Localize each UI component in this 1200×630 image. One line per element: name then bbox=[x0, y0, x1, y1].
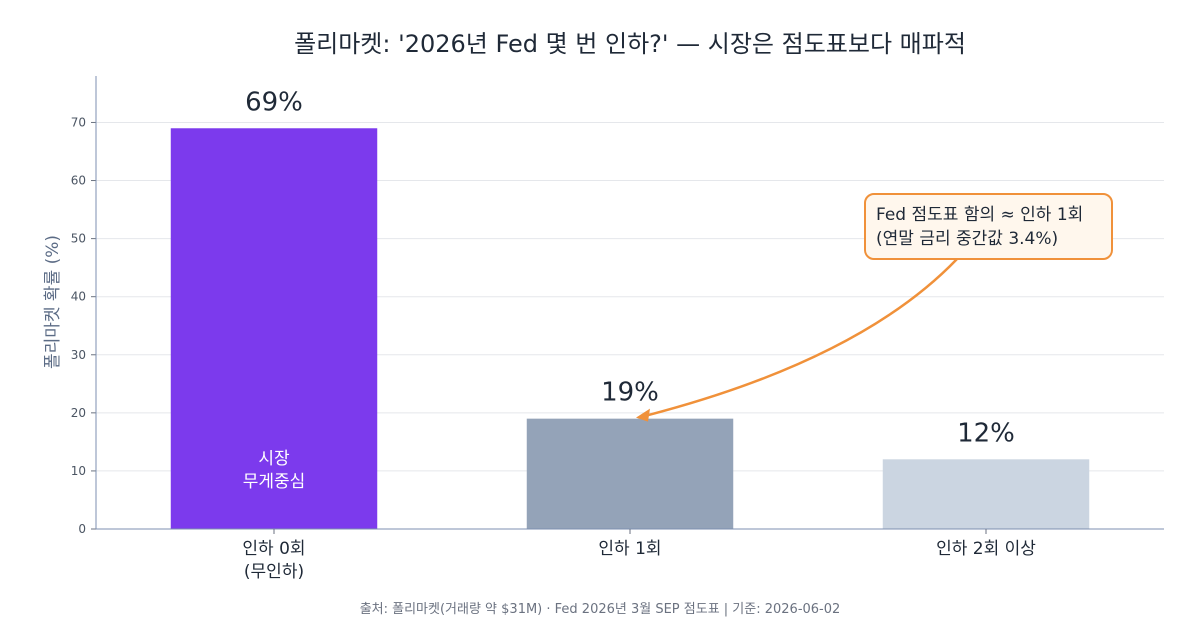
y-tick-label: 10 bbox=[71, 464, 86, 478]
chart-title: 폴리마켓: '2026년 Fed 몇 번 인하?' — 시장은 점도표보다 매파… bbox=[294, 30, 966, 58]
y-axis-label: 폴리마켓 확률 (%) bbox=[43, 235, 63, 369]
category-label: 인하 1회 bbox=[598, 539, 661, 559]
value-label: 12% bbox=[957, 418, 1015, 448]
y-tick-label: 40 bbox=[71, 290, 86, 304]
annotation: Fed 점도표 함의 ≈ 인하 1회 (연말 금리 중간값 3.4%) bbox=[636, 193, 1113, 422]
annotation-text: (연말 금리 중간값 3.4%) bbox=[876, 229, 1058, 249]
bar-2 bbox=[526, 418, 734, 529]
y-tick-label: 20 bbox=[71, 406, 86, 420]
y-tick-label: 70 bbox=[71, 115, 86, 129]
y-tick-label: 30 bbox=[71, 348, 86, 362]
annotation-arrow bbox=[645, 258, 958, 417]
bars bbox=[170, 128, 1090, 529]
bar-1 bbox=[170, 128, 378, 529]
footer-source: 출처: 폴리마켓(거래량 약 $31M) · Fed 2026년 3월 SEP … bbox=[360, 602, 841, 617]
axes: 0 10 20 30 40 50 60 70 bbox=[71, 76, 1164, 536]
bar-3 bbox=[882, 459, 1090, 529]
value-label: 69% bbox=[245, 87, 303, 117]
y-tick-label: 60 bbox=[71, 174, 86, 188]
arrow-head-icon bbox=[636, 408, 650, 422]
category-label: 인하 2회 이상 bbox=[936, 539, 1036, 559]
in-bar-label: 무게중심 bbox=[243, 472, 306, 492]
y-tick-label: 50 bbox=[71, 232, 86, 246]
value-label: 19% bbox=[601, 378, 659, 408]
annotation-text: Fed 점도표 함의 ≈ 인하 1회 bbox=[876, 205, 1083, 225]
category-label: 인하 0회 bbox=[242, 539, 305, 559]
in-bar-label: 시장 bbox=[258, 449, 290, 469]
y-tick-label: 0 bbox=[78, 522, 86, 536]
annotation-box bbox=[864, 193, 1113, 260]
category-label: (무인하) bbox=[244, 562, 304, 582]
